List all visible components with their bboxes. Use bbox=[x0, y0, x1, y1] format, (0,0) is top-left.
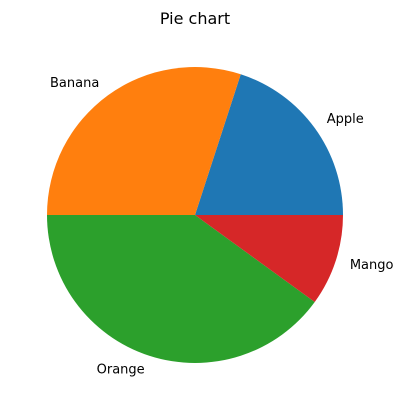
chart-title: Pie chart bbox=[160, 9, 230, 28]
pie-slice-orange bbox=[47, 215, 315, 364]
pie-labels: Apple Banana Orange Mango bbox=[50, 76, 393, 378]
pie-slice-banana bbox=[47, 66, 241, 215]
pie-label-apple: Apple bbox=[327, 112, 364, 127]
pie-slices bbox=[47, 66, 343, 364]
pie-slice-mango bbox=[195, 215, 343, 302]
pie-label-banana: Banana bbox=[50, 76, 99, 91]
pie-label-orange: Orange bbox=[97, 362, 145, 377]
pie-slice-apple bbox=[195, 74, 343, 215]
pie-label-mango: Mango bbox=[350, 258, 394, 273]
